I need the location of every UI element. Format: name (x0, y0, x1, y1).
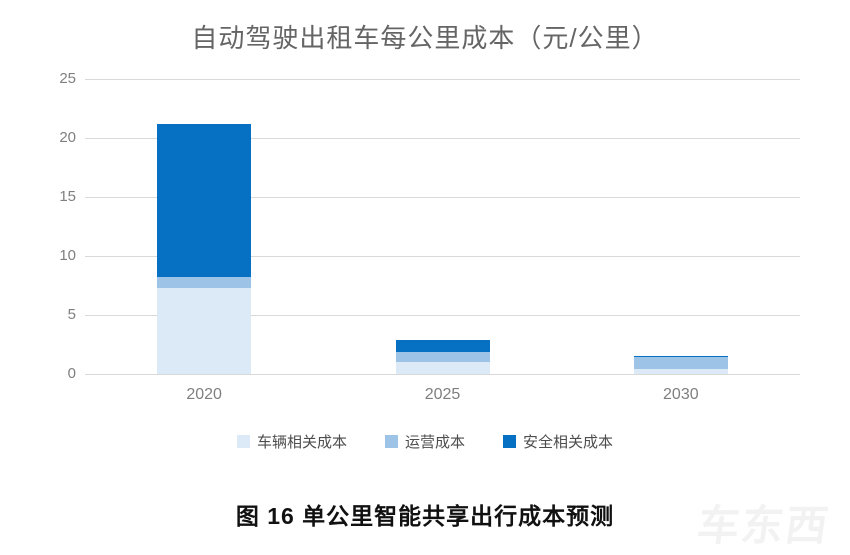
bar-segment-2025-安全相关成本 (395, 339, 490, 352)
legend-label: 车辆相关成本 (256, 434, 347, 451)
gridline-15 (85, 197, 800, 198)
bar-segment-2020-安全相关成本 (157, 123, 252, 278)
legend-label: 运营成本 (404, 434, 465, 451)
y-tick-label-25: 25 (59, 70, 76, 87)
legend-swatch-icon (503, 435, 516, 448)
gridline-20 (85, 138, 800, 139)
legend-item-安全相关成本: 安全相关成本 (503, 431, 613, 452)
x-axis-label-2025: 2025 (424, 386, 461, 403)
bar-segment-2020-车辆相关成本 (157, 287, 252, 374)
legend-item-车辆相关成本: 车辆相关成本 (236, 431, 347, 452)
bar-segment-2025-车辆相关成本 (395, 362, 490, 374)
bar-segment-2030-车辆相关成本 (633, 369, 728, 374)
bar-segment-2025-运营成本 (395, 351, 490, 363)
legend: 车辆相关成本 运营成本 安全相关成本 (0, 431, 850, 452)
x-axis-label-2030: 2030 (663, 386, 699, 403)
legend-item-运营成本: 运营成本 (384, 431, 465, 452)
bar-segment-2030-安全相关成本 (633, 356, 728, 358)
gridline-10 (85, 256, 800, 257)
gridline-25 (85, 79, 800, 80)
watermark: 车东西 (694, 502, 833, 549)
y-tick-label-20: 20 (59, 129, 76, 146)
bar-segment-2030-运营成本 (633, 357, 728, 370)
y-tick-label-15: 15 (59, 188, 76, 205)
y-tick-label-0: 0 (67, 365, 76, 382)
gridline-5 (85, 315, 800, 316)
legend-swatch-icon (384, 435, 398, 448)
legend-label: 安全相关成本 (523, 434, 614, 451)
chart-title: 自动驾驶出租车每公里成本（元/公里） (191, 23, 659, 53)
bar-segment-2020-运营成本 (157, 277, 252, 288)
figure-caption: 图 16 单公里智能共享出行成本预测 (235, 503, 615, 529)
x-axis-label-2020: 2020 (186, 386, 222, 403)
legend-swatch-icon (236, 435, 250, 448)
y-tick-label-10: 10 (59, 247, 76, 264)
gridline-0 (85, 374, 800, 375)
y-tick-label-5: 5 (67, 306, 76, 323)
